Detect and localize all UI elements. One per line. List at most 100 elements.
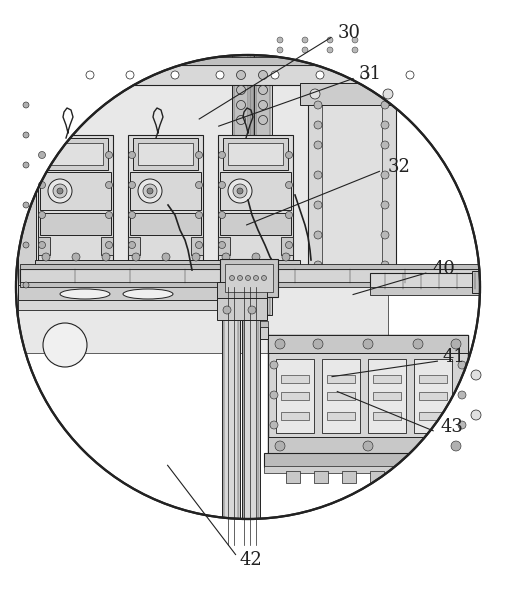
Circle shape bbox=[383, 89, 393, 99]
Circle shape bbox=[270, 421, 278, 429]
Circle shape bbox=[229, 275, 235, 280]
Circle shape bbox=[259, 115, 268, 124]
Circle shape bbox=[219, 242, 226, 249]
Circle shape bbox=[413, 339, 423, 349]
Circle shape bbox=[147, 188, 153, 194]
Circle shape bbox=[458, 421, 466, 429]
Bar bbox=[232, 55, 250, 315]
Circle shape bbox=[228, 179, 252, 203]
Bar bbox=[128, 237, 140, 255]
Circle shape bbox=[219, 181, 226, 189]
Circle shape bbox=[286, 211, 292, 218]
Circle shape bbox=[143, 184, 157, 198]
Bar bbox=[370, 273, 480, 289]
Bar bbox=[222, 285, 240, 545]
Circle shape bbox=[196, 242, 202, 249]
Circle shape bbox=[302, 37, 308, 43]
Bar bbox=[314, 471, 328, 483]
Bar bbox=[18, 300, 233, 310]
Circle shape bbox=[86, 71, 94, 79]
Bar bbox=[220, 259, 278, 297]
Bar bbox=[18, 60, 36, 300]
Circle shape bbox=[23, 202, 29, 208]
Bar bbox=[218, 237, 230, 255]
Bar bbox=[38, 237, 50, 255]
Circle shape bbox=[381, 231, 389, 239]
Circle shape bbox=[23, 132, 29, 138]
Bar bbox=[286, 471, 300, 483]
Circle shape bbox=[196, 152, 202, 158]
Circle shape bbox=[57, 188, 63, 194]
Circle shape bbox=[361, 71, 369, 79]
Circle shape bbox=[132, 253, 140, 261]
Bar bbox=[55, 57, 445, 65]
Bar bbox=[224, 520, 234, 545]
Circle shape bbox=[270, 391, 278, 399]
Bar bbox=[40, 172, 111, 210]
Bar bbox=[20, 269, 490, 283]
Circle shape bbox=[286, 181, 292, 189]
Circle shape bbox=[253, 275, 259, 280]
Bar bbox=[414, 359, 452, 433]
Circle shape bbox=[451, 441, 461, 451]
Circle shape bbox=[381, 201, 389, 209]
Circle shape bbox=[271, 71, 279, 79]
Text: 30: 30 bbox=[337, 24, 360, 42]
Circle shape bbox=[310, 89, 320, 99]
Bar bbox=[226, 543, 230, 555]
Circle shape bbox=[129, 242, 135, 249]
Bar bbox=[217, 298, 267, 320]
Bar bbox=[35, 270, 300, 280]
Bar bbox=[370, 471, 384, 483]
Bar bbox=[281, 237, 293, 255]
Circle shape bbox=[23, 162, 29, 168]
Bar bbox=[268, 335, 468, 455]
Circle shape bbox=[363, 441, 373, 451]
Bar bbox=[327, 375, 355, 383]
Circle shape bbox=[381, 261, 389, 269]
Circle shape bbox=[313, 339, 323, 349]
Circle shape bbox=[363, 339, 373, 349]
Text: 32: 32 bbox=[387, 158, 410, 176]
Circle shape bbox=[314, 231, 322, 239]
Circle shape bbox=[277, 37, 283, 43]
Bar bbox=[373, 375, 401, 383]
Circle shape bbox=[162, 253, 170, 261]
Ellipse shape bbox=[60, 289, 110, 299]
Bar bbox=[342, 471, 356, 483]
Bar bbox=[419, 392, 447, 400]
Bar bbox=[128, 135, 203, 265]
Bar bbox=[48, 143, 103, 165]
Circle shape bbox=[233, 184, 247, 198]
Bar bbox=[223, 138, 288, 170]
Circle shape bbox=[471, 370, 481, 380]
Bar bbox=[35, 260, 300, 270]
Circle shape bbox=[327, 37, 333, 43]
Circle shape bbox=[261, 275, 267, 280]
Circle shape bbox=[238, 275, 242, 280]
Bar bbox=[250, 543, 254, 555]
Circle shape bbox=[381, 171, 389, 179]
Bar bbox=[322, 95, 382, 265]
Circle shape bbox=[352, 47, 358, 53]
Circle shape bbox=[314, 141, 322, 149]
Bar bbox=[138, 143, 193, 165]
Bar bbox=[322, 359, 360, 433]
Bar bbox=[244, 520, 254, 545]
Circle shape bbox=[237, 70, 246, 80]
Bar bbox=[218, 135, 293, 265]
Text: 40: 40 bbox=[432, 260, 455, 278]
Bar bbox=[43, 138, 108, 170]
Circle shape bbox=[381, 101, 389, 109]
Bar bbox=[268, 437, 468, 455]
Circle shape bbox=[381, 141, 389, 149]
Circle shape bbox=[23, 282, 29, 288]
Text: 31: 31 bbox=[358, 65, 382, 83]
Circle shape bbox=[471, 410, 481, 420]
Bar bbox=[20, 264, 490, 269]
Bar bbox=[55, 65, 445, 85]
Circle shape bbox=[237, 115, 246, 124]
Circle shape bbox=[451, 339, 461, 349]
Bar bbox=[276, 359, 314, 433]
Circle shape bbox=[23, 102, 29, 108]
